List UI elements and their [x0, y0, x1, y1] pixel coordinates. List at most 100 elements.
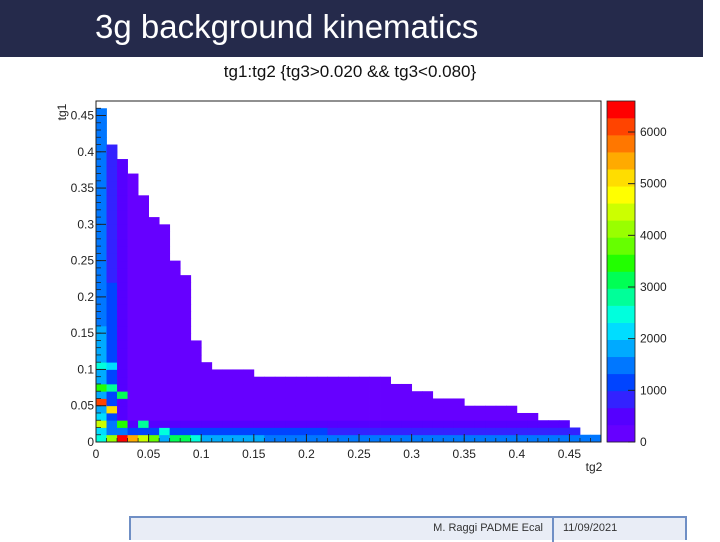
heatmap-cell	[401, 420, 413, 428]
heatmap-cell	[232, 405, 244, 414]
x-tick-label: 0.4	[508, 447, 525, 461]
heatmap-cell	[106, 217, 118, 225]
heatmap-cell	[106, 173, 118, 182]
heatmap-cell	[169, 340, 181, 349]
heatmap-cell	[306, 420, 318, 428]
heatmap-cell	[159, 304, 171, 312]
heatmap-cell	[495, 412, 507, 421]
heatmap-cell	[201, 391, 213, 399]
heatmap-cell	[138, 275, 149, 283]
heatmap-cell	[253, 398, 265, 407]
heatmap-cell	[380, 383, 391, 392]
heatmap-cell	[117, 391, 128, 399]
heatmap-cell	[117, 246, 128, 254]
heatmap-cell	[96, 137, 107, 145]
heatmap-cell	[348, 405, 360, 414]
colorbar-tick-label: 1000	[640, 383, 667, 397]
heatmap-cell	[96, 434, 107, 443]
color-scale: 0 1000 2000 3000 4000 5000 6000	[606, 100, 667, 449]
heatmap-cell	[148, 246, 160, 254]
heatmap-cell	[485, 412, 497, 421]
heatmap-cell	[180, 391, 192, 399]
heatmap-cell	[138, 398, 149, 407]
heatmap-cell	[106, 188, 118, 196]
heatmap-cell	[138, 412, 149, 421]
heatmap-cell	[222, 405, 234, 414]
heatmap-cell	[106, 202, 118, 211]
heatmap-cell	[422, 420, 434, 428]
heatmap-cell	[148, 347, 160, 356]
heatmap-cell	[117, 325, 128, 334]
heatmap-cell	[96, 159, 107, 167]
heatmap-cell	[401, 383, 413, 392]
heatmap-cell	[159, 318, 171, 327]
heatmap-cell	[159, 354, 171, 363]
heatmap-cell	[359, 391, 370, 399]
colorbar-segment	[607, 186, 635, 204]
heatmap-cell	[495, 405, 507, 414]
heatmap-cell	[127, 347, 139, 356]
axes: 0 0.05 0.1 0.15 0.2 0.25 0.3 0.35 0.4 0.45 0 0.05 0.…	[71, 100, 602, 461]
heatmap-cell	[96, 195, 107, 203]
heatmap-cell	[337, 398, 349, 407]
heatmap-cell	[117, 304, 128, 312]
heatmap-cell	[180, 311, 192, 320]
heatmap-cell	[443, 398, 455, 407]
heatmap-cell	[148, 282, 160, 291]
colorbar-tick-label: 3000	[640, 280, 667, 294]
heatmap-chart: tg1:tg2 {tg3>0.020 && tg3<0.080} 0 0.05 0.…	[55, 62, 667, 474]
heatmap-cell	[380, 391, 391, 399]
heatmap-cell	[316, 427, 328, 436]
heatmap-cell	[359, 383, 370, 392]
heatmap-cell	[474, 434, 486, 443]
heatmap-cell	[316, 376, 328, 385]
colorbar-segment	[607, 322, 635, 340]
heatmap-cell	[190, 369, 202, 378]
heatmap-cell	[432, 405, 444, 414]
colorbar-segment	[607, 356, 635, 375]
heatmap-cell	[106, 253, 118, 262]
heatmap-cell	[96, 231, 107, 240]
heatmap-cell	[359, 434, 370, 443]
colorbar-segment	[607, 407, 635, 426]
heatmap-cell	[369, 391, 381, 399]
heatmap-cell	[127, 195, 139, 203]
heatmap-cell	[337, 383, 349, 392]
colorbar-segment	[607, 271, 635, 289]
heatmap-cell	[558, 434, 570, 443]
y-tick-label: 0.4	[77, 145, 94, 159]
heatmap-cell	[127, 391, 139, 399]
heatmap-cell	[127, 209, 139, 218]
heatmap-cell	[316, 398, 328, 407]
heatmap-cell	[443, 412, 455, 421]
heatmap-cell	[537, 427, 549, 436]
heatmap-cell	[327, 434, 339, 443]
heatmap-cell	[96, 412, 107, 421]
heatmap-cell	[96, 260, 107, 269]
heatmap-cell	[96, 130, 107, 138]
heatmap-cell	[138, 362, 149, 370]
heatmap-cell	[127, 354, 139, 363]
heatmap-cell	[148, 427, 160, 436]
heatmap-cells	[96, 108, 602, 443]
heatmap-cell	[190, 405, 202, 414]
heatmap-cell	[274, 412, 286, 421]
heatmap-cell	[106, 267, 118, 276]
heatmap-cell	[127, 405, 139, 414]
heatmap-cell	[138, 217, 149, 225]
heatmap-cell	[127, 282, 139, 291]
heatmap-cell	[127, 420, 139, 428]
heatmap-cell	[127, 398, 139, 407]
heatmap-cell	[243, 369, 255, 378]
heatmap-cell	[169, 369, 181, 378]
heatmap-cell	[380, 398, 391, 407]
heatmap-cell	[190, 340, 202, 349]
heatmap-cell	[106, 260, 118, 269]
heatmap-cell	[159, 253, 171, 262]
heatmap-cell	[306, 391, 318, 399]
heatmap-cell	[169, 420, 181, 428]
heatmap-cell	[159, 296, 171, 305]
heatmap-cell	[159, 231, 171, 240]
heatmap-cell	[96, 391, 107, 399]
heatmap-cell	[380, 434, 391, 443]
